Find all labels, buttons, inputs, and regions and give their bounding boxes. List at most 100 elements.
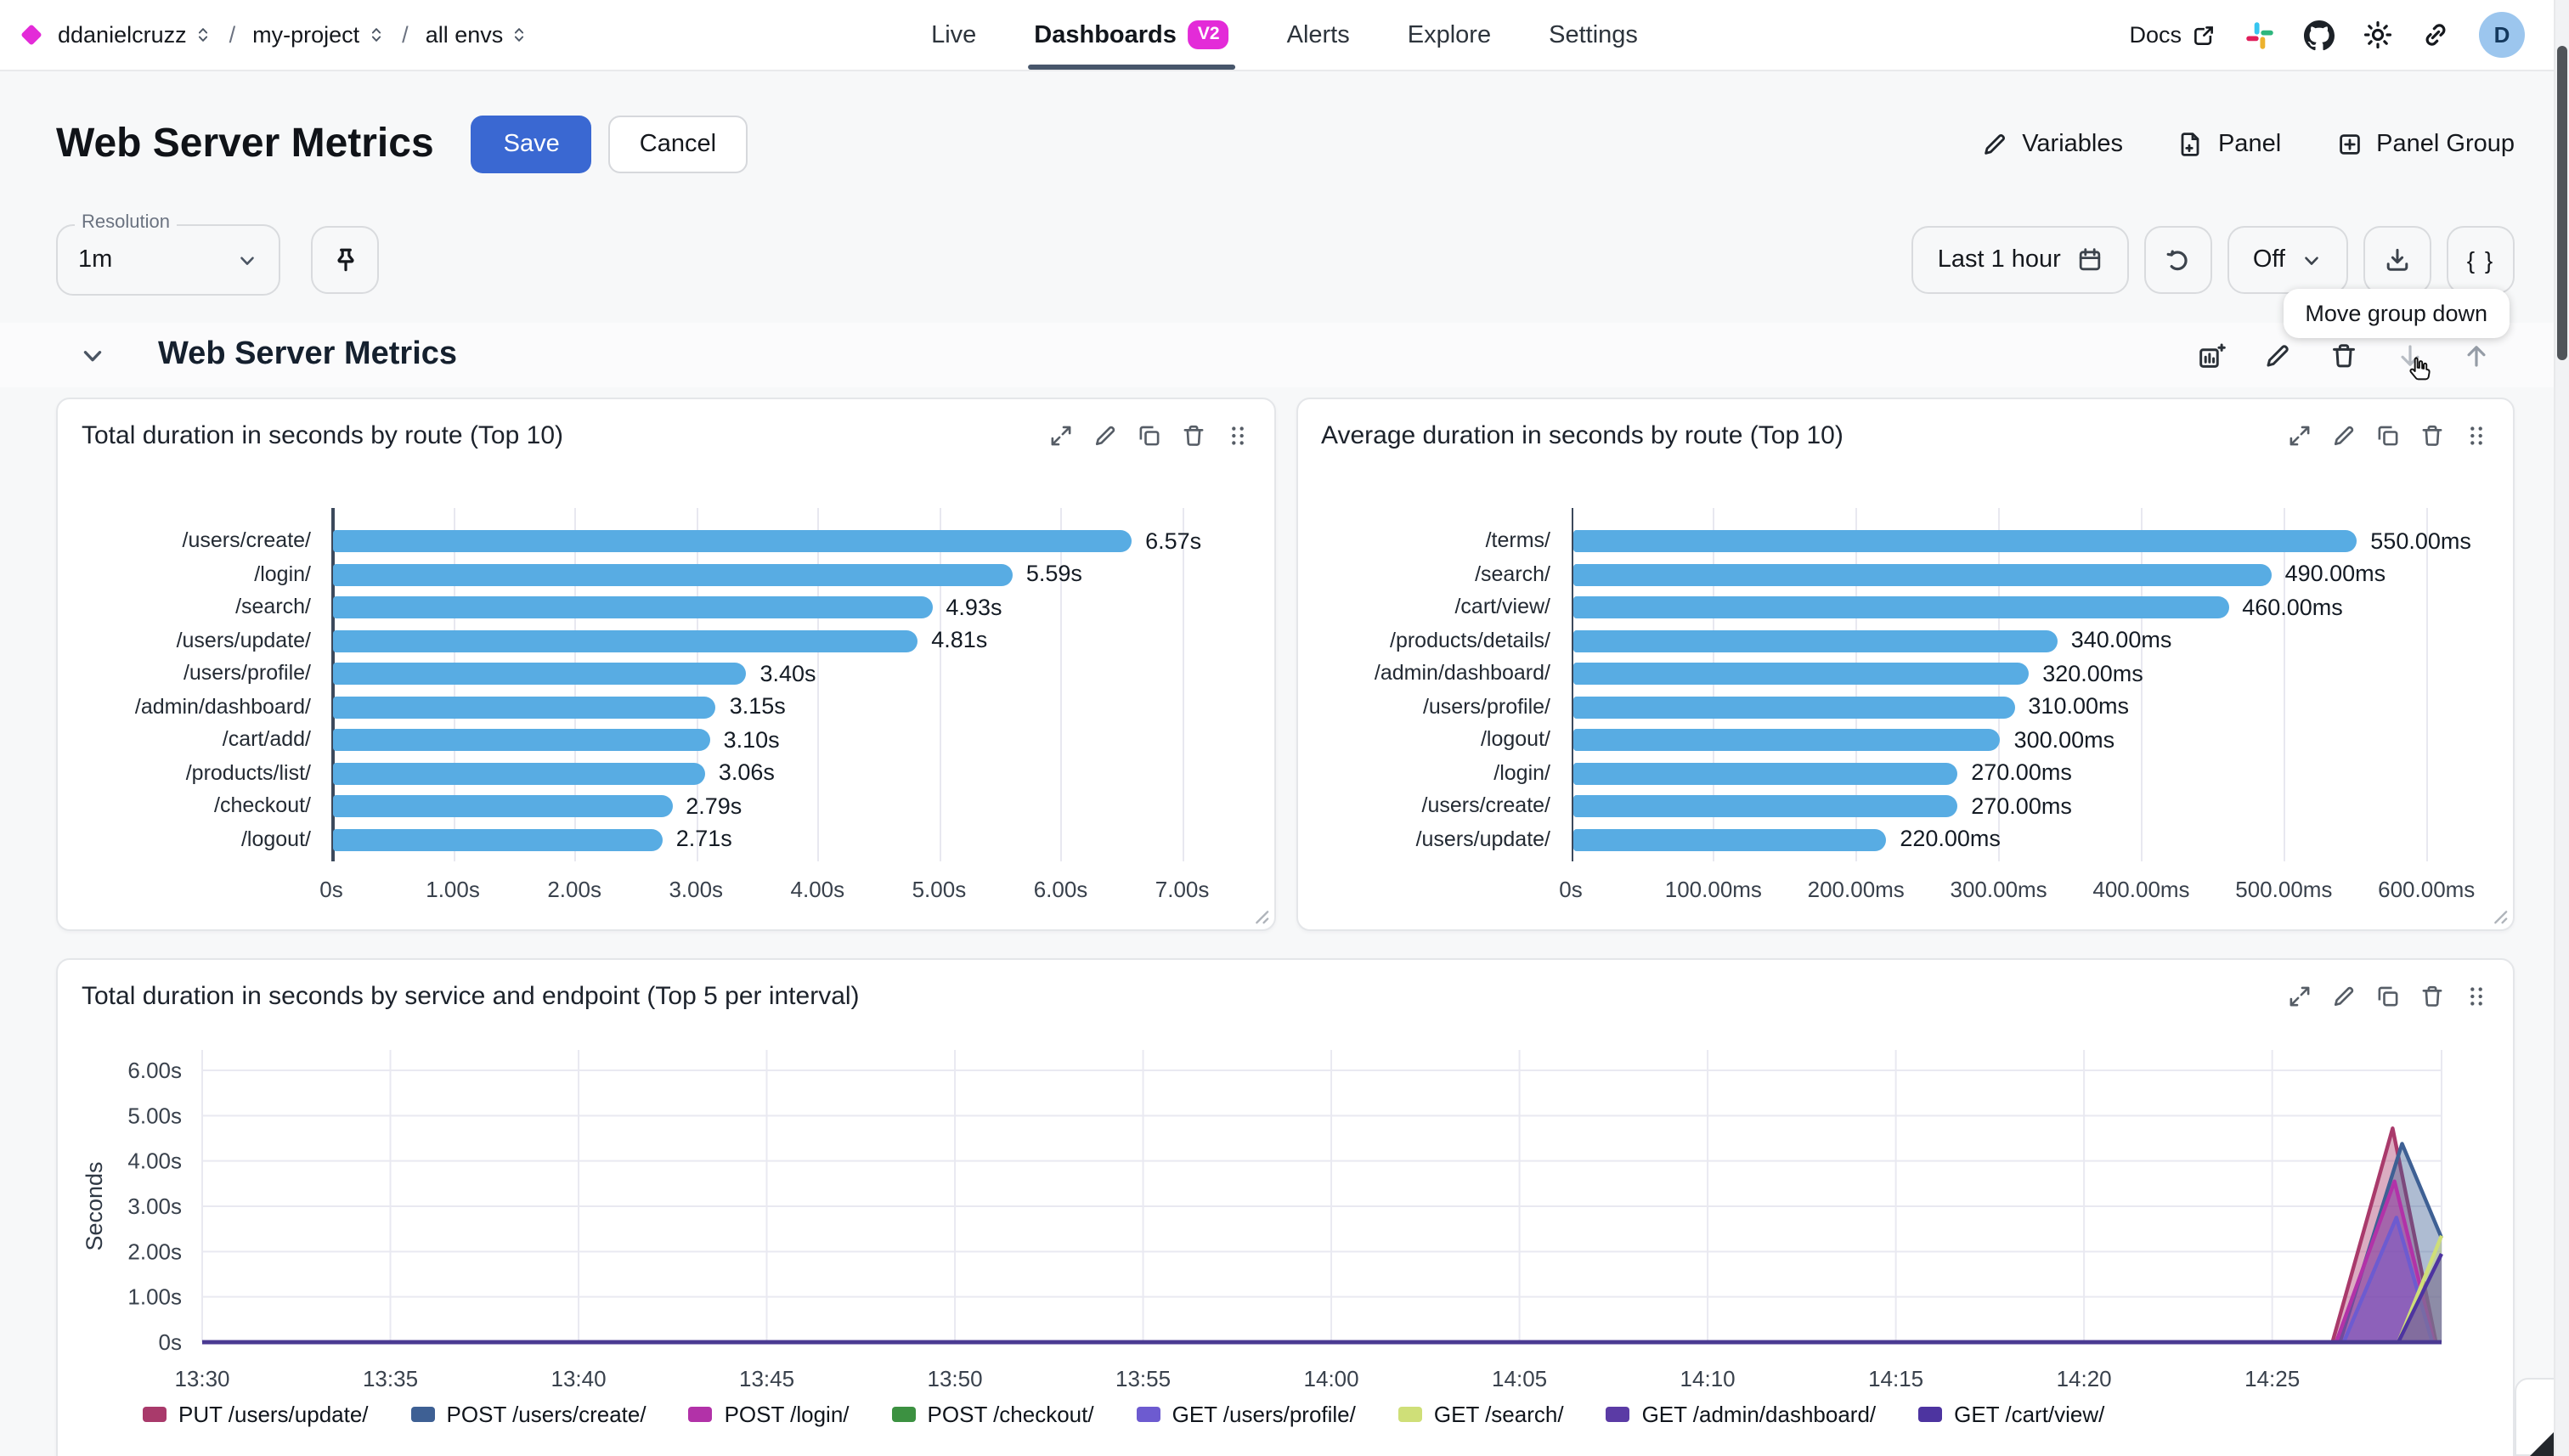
x-tick-label: 14:05: [1492, 1366, 1547, 1391]
panel-actions: [2287, 423, 2489, 449]
panel-label: Panel: [2217, 131, 2282, 158]
breadcrumb-project[interactable]: my-project: [252, 22, 385, 48]
controls-bar: Resolution 1m Last 1 hour Off { }: [56, 212, 2515, 296]
resolution-select[interactable]: Resolution 1m: [56, 212, 280, 296]
expand-icon[interactable]: [1047, 423, 1073, 449]
edit-panel-icon[interactable]: [1092, 423, 1117, 449]
drag-handle-icon[interactable]: [2464, 423, 2489, 449]
edit-panel-icon[interactable]: [2331, 984, 2357, 1009]
edit-panel-icon[interactable]: [2331, 423, 2357, 449]
bar-category-label: /login/: [1493, 760, 1550, 785]
nav-label: Explore: [1407, 21, 1492, 48]
save-button[interactable]: Save: [471, 116, 592, 173]
delete-panel-icon[interactable]: [2419, 984, 2445, 1009]
cancel-button[interactable]: Cancel: [608, 116, 748, 173]
avatar[interactable]: D: [2479, 12, 2525, 58]
edit-group-icon[interactable]: [2263, 341, 2292, 370]
legend-color-chip: [1136, 1407, 1160, 1422]
scrollbar-thumb[interactable]: [2557, 46, 2567, 360]
legend-item[interactable]: POST /users/create/: [410, 1402, 646, 1427]
slack-icon[interactable]: [2244, 20, 2275, 50]
chevron-up-down-icon: [194, 25, 212, 44]
move-group-down-button[interactable]: [2396, 341, 2425, 370]
nav-item-alerts[interactable]: Alerts: [1287, 0, 1350, 70]
duplicate-panel-icon[interactable]: [1136, 423, 1161, 449]
drag-handle-icon[interactable]: [2464, 984, 2489, 1009]
gridline: [2284, 508, 2286, 861]
arrow-down-icon: [2396, 341, 2425, 370]
add-chart-icon[interactable]: [2197, 341, 2226, 370]
time-range-button[interactable]: Last 1 hour: [1911, 226, 2129, 294]
legend-item[interactable]: GET /search/: [1397, 1402, 1564, 1427]
resolution-value: 1m: [78, 246, 113, 274]
bar: [333, 828, 663, 851]
bar-category-label: /users/update/: [176, 628, 311, 652]
x-tick-label: 300.00ms: [1950, 877, 2047, 902]
nav-item-live[interactable]: Live: [931, 0, 976, 70]
refresh-button[interactable]: [2143, 226, 2212, 294]
legend-label: POST /users/create/: [446, 1402, 646, 1427]
collapse-chevron-icon[interactable]: [78, 341, 107, 370]
legend-item[interactable]: POST /checkout/: [891, 1402, 1094, 1427]
nav-item-explore[interactable]: Explore: [1408, 0, 1491, 70]
breadcrumb-org[interactable]: ddanielcruzz: [58, 22, 212, 48]
panel-group-title: Web Server Metrics: [158, 336, 458, 372]
github-icon[interactable]: [2304, 20, 2335, 50]
drag-handle-icon[interactable]: [1224, 423, 1250, 449]
bar-value-label: 3.06s: [718, 759, 775, 786]
resize-handle-icon[interactable]: [1250, 906, 1268, 924]
panel-total-duration-by-route: Total duration in seconds by route (Top …: [56, 398, 1275, 931]
bar: [1572, 828, 1887, 851]
x-tick-label: 0s: [319, 877, 343, 902]
variables-button[interactable]: Variables: [1981, 131, 2123, 158]
legend-item[interactable]: GET /admin/dashboard/: [1606, 1402, 1876, 1427]
theme-toggle-sun-icon[interactable]: [2363, 20, 2392, 49]
external-link-icon: [2192, 23, 2216, 47]
duplicate-panel-icon[interactable]: [2375, 984, 2401, 1009]
bar-value-label: 310.00ms: [2028, 693, 2129, 720]
expand-icon[interactable]: [2287, 984, 2312, 1009]
nav-item-dashboards[interactable]: Dashboards V2: [1027, 0, 1235, 70]
pin-icon: [330, 245, 359, 274]
docs-link[interactable]: Docs: [2129, 22, 2216, 48]
title-bar: Web Server Metrics Save Cancel Variables…: [56, 116, 2515, 173]
bar-value-label: 460.00ms: [2242, 594, 2343, 620]
bar-category-label: /products/details/: [1390, 628, 1550, 652]
x-tick-label: 13:40: [550, 1366, 606, 1391]
resize-handle-icon[interactable]: [2489, 906, 2508, 924]
legend-item[interactable]: PUT /users/update/: [143, 1402, 369, 1427]
bar-value-label: 2.79s: [686, 793, 742, 819]
breadcrumb-project-label: my-project: [252, 22, 360, 48]
json-editor-button[interactable]: { }: [2447, 226, 2515, 294]
duplicate-panel-icon[interactable]: [2375, 423, 2401, 449]
legend-item[interactable]: POST /login/: [688, 1402, 850, 1427]
x-tick-label: 14:00: [1304, 1366, 1359, 1391]
x-tick-label: 14:25: [2244, 1366, 2300, 1391]
y-tick-label: 0s: [159, 1329, 182, 1355]
expand-icon[interactable]: [2287, 423, 2312, 449]
legend-item[interactable]: GET /users/profile/: [1136, 1402, 1356, 1427]
pin-button[interactable]: [311, 226, 379, 294]
bar: [1572, 795, 1958, 818]
download-button[interactable]: [2363, 226, 2431, 294]
nav-item-settings[interactable]: Settings: [1549, 0, 1638, 70]
bar-category-label: /login/: [254, 562, 311, 586]
chevron-up-down-icon: [366, 25, 385, 44]
breadcrumb-org-label: ddanielcruzz: [58, 22, 187, 48]
delete-panel-icon[interactable]: [1180, 423, 1205, 449]
add-panel-group-button[interactable]: Panel Group: [2335, 131, 2515, 158]
y-tick-label: 4.00s: [127, 1148, 182, 1174]
top-nav: Live Dashboards V2 Alerts Explore Settin…: [931, 0, 1638, 70]
legend-item[interactable]: GET /cart/view/: [1918, 1402, 2104, 1427]
docs-label: Docs: [2129, 22, 2182, 48]
move-group-up-icon[interactable]: [2462, 341, 2491, 370]
delete-panel-icon[interactable]: [2419, 423, 2445, 449]
share-link-icon[interactable]: [2421, 20, 2450, 49]
auto-refresh-select[interactable]: Off: [2227, 226, 2348, 294]
add-panel-button[interactable]: Panel: [2177, 131, 2281, 158]
series-line: [202, 1216, 2435, 1345]
breadcrumb-env[interactable]: all envs: [426, 22, 529, 48]
calendar-icon: [2076, 246, 2103, 274]
delete-group-icon[interactable]: [2329, 341, 2358, 370]
